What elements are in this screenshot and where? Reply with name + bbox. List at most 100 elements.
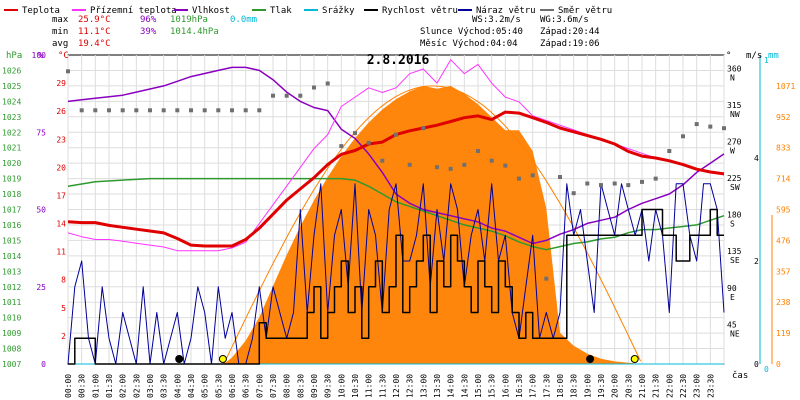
tick-label-humidity: 25 [36,283,46,292]
tick-label-pressure: 1014 [2,252,21,261]
tick-label-wind-dir-name: S [730,220,735,229]
tick-label-wind-dir: 90 [727,284,737,293]
tick-label-time: 03:00 [146,374,155,398]
tick-label-pressure: 1024 [2,97,21,106]
wind-direction-point [257,108,262,113]
tick-label-time: 22:30 [679,374,688,398]
tick-label-time: 01:00 [91,374,100,398]
tick-label-pressure: 1018 [2,190,21,199]
tick-label-time: 19:30 [597,374,606,398]
wind-direction-point [421,126,426,131]
wind-direction-point [558,175,562,179]
tick-label-solar: 0 [776,360,781,369]
tick-label-time: 20:00 [611,374,620,398]
wind-direction-point [66,69,70,74]
wind-direction-point [120,108,125,113]
tick-label-time: 07:30 [269,374,278,398]
wind-direction-point [694,122,699,127]
tick-label-solar: 595 [776,206,791,215]
wind-direction-point [407,162,412,167]
axis-unit-ms: m/s [746,51,762,61]
tick-label-temperature: 26 [56,107,66,116]
solar-radiation-area [223,85,643,365]
tick-label-time: 13:30 [433,374,442,398]
tick-label-wind-dir-name: SW [730,183,740,192]
tick-label-solar: 476 [776,236,791,245]
tick-label-solar: 1071 [776,82,795,91]
tick-label-humidity: 100 [32,51,47,60]
wind-direction-point [585,181,590,186]
wind-direction-point [503,163,508,168]
tick-label-pressure: 1023 [2,113,21,122]
legend-label: Náraz větru [476,6,536,16]
tick-label-pressure: 1019 [2,175,21,184]
tick-label-pressure: 1011 [2,298,21,307]
wind-direction-point [435,165,439,170]
wind-direction-point [380,158,385,163]
legend-label: Srážky [322,6,355,16]
tick-label-rain: 1 [764,56,769,65]
tick-label-time: 21:00 [638,374,647,398]
tick-label-temperature: 8 [61,276,66,285]
stats-avg-temp: 19.4°C [78,39,111,49]
tick-label-pressure: 1009 [2,329,21,338]
sun-rise: Slunce Východ:05:40 [420,27,523,37]
tick-label-time: 19:00 [583,374,592,398]
tick-label-time: 15:00 [474,374,483,398]
wind-direction-point [489,158,494,163]
tick-label-time: 14:00 [447,374,456,398]
tick-label-time: 11:30 [378,374,387,398]
wind-direction-point [298,93,303,98]
wind-direction-point [243,108,248,113]
axis-unit-celsius: °C [58,51,69,61]
tick-label-temperature: 11 [56,248,66,257]
tick-label-temperature: 20 [56,163,66,172]
tick-label-temperature: 2 [61,332,66,341]
tick-label-time: 16:00 [501,374,510,398]
wind-speed-avg: WS:3.2m/s [472,15,521,25]
tick-label-pressure: 1020 [2,159,21,168]
wind-direction-point [394,132,398,137]
stats-min-temp: 11.1°C [78,27,111,37]
marker-moon-set [586,355,595,363]
wind-direction-point [339,144,344,149]
tick-label-wind-dir: 225 [727,174,742,183]
tick-label-time: 09:30 [324,374,333,398]
tick-label-wind-dir: 180 [727,211,742,220]
moon-rise: Měsíc Východ:04:04 [420,39,518,49]
wind-direction-point [667,149,672,153]
wind-direction-point [175,108,180,113]
tick-label-rain: 0 [764,365,769,374]
wind-direction-point [107,108,111,113]
tick-label-time: 16:30 [515,374,524,398]
tick-label-time: 22:00 [665,374,674,398]
tick-label-humidity: 75 [36,128,46,137]
tick-label-time: 17:30 [542,374,551,398]
tick-label-time: 08:00 [283,374,292,398]
stats-max-hum: 96% [140,15,157,25]
tick-label-solar: 714 [776,175,791,184]
axis-unit-time: čas [732,370,748,381]
tick-label-time: 17:00 [529,374,538,398]
tick-label-time: 08:30 [296,374,305,398]
wind-direction-point [476,149,480,153]
wind-direction-point [530,173,535,178]
tick-label-time: 20:30 [624,374,633,398]
wind-direction-point [284,93,289,98]
tick-label-pressure: 1012 [2,283,21,292]
tick-label-time: 18:30 [570,374,579,398]
tick-label-temperature: 23 [56,135,66,144]
wind-direction-point [134,108,139,113]
tick-label-pressure: 1017 [2,206,21,215]
tick-label-wind-dir: 270 [727,137,742,146]
solar-theoretical-curve [223,85,642,365]
tick-label-time: 02:30 [132,374,141,398]
series-lines [67,59,725,365]
tick-label-time: 11:00 [365,374,374,398]
tick-label-wind-dir-name: W [730,146,735,155]
tick-label-solar: 119 [776,329,791,338]
sun-moon-markers [175,355,639,363]
series-line-vlhkost [67,66,725,245]
wind-direction-point [230,108,234,113]
wind-direction-point [271,93,275,98]
